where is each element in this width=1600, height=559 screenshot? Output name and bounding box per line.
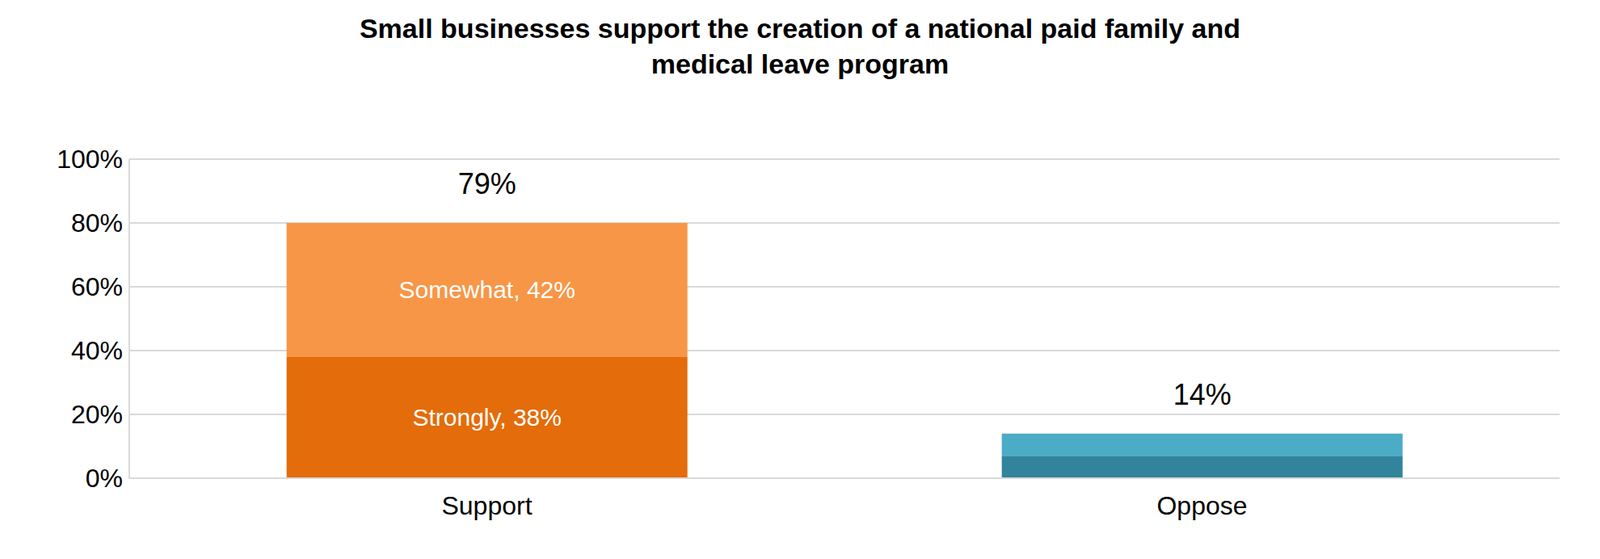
svg-text:60%: 60% bbox=[71, 272, 123, 302]
svg-text:Support: Support bbox=[441, 491, 532, 521]
svg-text:40%: 40% bbox=[71, 336, 123, 366]
svg-text:80%: 80% bbox=[71, 208, 123, 238]
svg-text:20%: 20% bbox=[71, 400, 123, 430]
svg-text:Strongly, 38%: Strongly, 38% bbox=[412, 404, 562, 431]
html-text:Small businesses support the c: Small businesses support the creation of… bbox=[359, 12, 1241, 80]
svg-text:14%: 14% bbox=[1173, 378, 1232, 412]
svg-text:79%: 79% bbox=[458, 167, 517, 201]
svg-text:0%: 0% bbox=[85, 463, 123, 493]
svg-text:Somewhat, 42%: Somewhat, 42% bbox=[398, 276, 575, 304]
svg-text:100%: 100% bbox=[56, 144, 123, 174]
svg-text:Oppose: Oppose bbox=[1156, 491, 1247, 521]
